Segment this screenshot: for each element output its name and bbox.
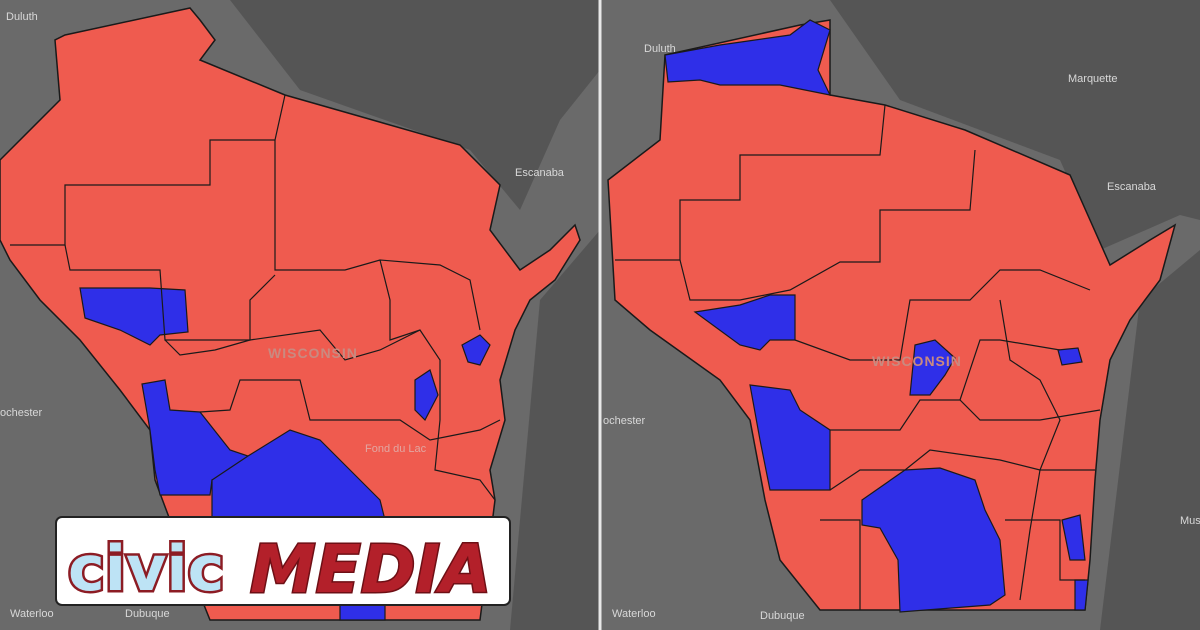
district <box>861 467 1006 613</box>
city-label: Dubuque <box>760 610 805 622</box>
district <box>461 334 491 366</box>
lake <box>830 0 1200 250</box>
logo-media: MEDIA <box>250 531 491 608</box>
lake <box>510 230 600 630</box>
district-line <box>794 269 1091 361</box>
state-shape <box>607 19 1177 611</box>
state-label: WISCONSIN <box>872 353 962 369</box>
city-label: Waterloo <box>10 608 54 620</box>
district-line <box>379 259 496 501</box>
logo-box <box>55 516 511 606</box>
city-label: ochester <box>603 415 646 427</box>
city-label: Marquette <box>1068 73 1118 85</box>
district <box>1074 579 1089 611</box>
state-label: WISCONSIN <box>268 345 358 361</box>
city-label: Duluth <box>644 43 676 55</box>
left-map <box>0 7 581 621</box>
city-label: Waterloo <box>612 608 656 620</box>
district <box>1057 347 1083 366</box>
district <box>749 384 831 491</box>
right-map <box>607 19 1177 613</box>
district <box>909 339 956 396</box>
district <box>664 19 832 96</box>
district-line <box>1005 519 1085 581</box>
logo-civic: civic <box>68 532 224 605</box>
district-line <box>999 299 1061 601</box>
city-label: Mus <box>1180 515 1200 527</box>
district-line <box>164 329 421 361</box>
city-label: Escanaba <box>1107 181 1157 193</box>
lake <box>230 0 600 210</box>
city-label: Dubuque <box>125 608 170 620</box>
district <box>1061 514 1086 561</box>
city-label: ochester <box>0 407 43 419</box>
city-label: Fond du Lac <box>365 443 427 455</box>
lake <box>1100 250 1200 630</box>
logo: civic MEDIA <box>55 516 511 610</box>
district-line <box>679 149 976 301</box>
city-label: Duluth <box>6 11 38 23</box>
district-line <box>199 379 501 441</box>
district-line <box>820 519 861 610</box>
district-line <box>959 339 1061 401</box>
district <box>414 369 439 422</box>
city-label: Escanaba <box>515 167 565 179</box>
